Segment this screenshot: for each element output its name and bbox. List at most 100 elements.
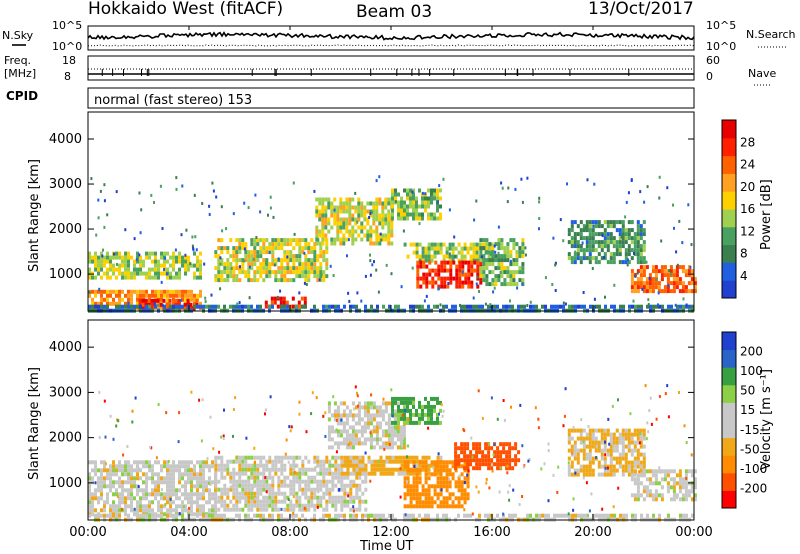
velocity-cell	[262, 471, 266, 476]
velocity-cell	[406, 460, 410, 465]
power-cell	[103, 183, 106, 187]
velocity-cell	[139, 513, 142, 518]
velocity-cell	[346, 483, 350, 488]
velocity-cell	[502, 442, 506, 447]
velocity-cell	[343, 475, 347, 480]
power-cell	[342, 233, 346, 238]
velocity-cell	[208, 481, 210, 485]
power-cell	[280, 274, 284, 279]
velocity-cell	[579, 468, 583, 473]
power-cell	[439, 242, 443, 247]
velocity-cell	[672, 485, 676, 490]
power-cell	[597, 220, 601, 225]
velocity-cell	[424, 500, 428, 505]
velocity-cell	[394, 467, 398, 472]
velocity-cell	[193, 472, 196, 477]
power-cell	[106, 259, 109, 264]
velocity-cell	[366, 421, 370, 426]
power-cell	[175, 293, 178, 298]
velocity-cell	[184, 468, 187, 473]
power-cell	[151, 267, 154, 272]
velocity-cell	[226, 487, 230, 492]
velocity-cell	[157, 476, 160, 481]
ytick-label: 4000	[49, 132, 82, 147]
power-cell	[636, 289, 640, 294]
power-cell	[666, 289, 670, 294]
velocity-cell	[640, 513, 643, 518]
velocity-cell	[235, 479, 239, 484]
power-cell	[259, 270, 263, 275]
velocity-cell	[289, 455, 293, 460]
velocity-cell	[259, 507, 263, 512]
power-cell	[518, 266, 522, 271]
velocity-cell	[322, 479, 326, 484]
power-cell	[124, 304, 127, 309]
velocity-cell	[241, 471, 245, 476]
velocity-cell	[88, 508, 91, 513]
velocity-cell	[645, 493, 649, 498]
velocity-cell	[169, 480, 172, 485]
power-cell	[157, 305, 160, 310]
power-cell	[283, 304, 286, 309]
velocity-cell	[406, 492, 410, 497]
power-cell	[349, 304, 352, 309]
velocity-cell	[369, 401, 373, 406]
velocity-cell	[298, 455, 302, 460]
power-cell	[576, 232, 580, 237]
power-cell	[415, 212, 418, 217]
power-cell	[375, 233, 379, 238]
velocity-cell	[379, 455, 383, 460]
velocity-cell	[469, 454, 473, 459]
power-cell	[142, 259, 145, 264]
power-cell	[375, 225, 379, 230]
power-cell	[106, 213, 109, 217]
velocity-cell	[289, 429, 292, 433]
power-cell	[217, 258, 221, 263]
velocity-cell	[391, 467, 395, 472]
velocity-cell	[292, 487, 296, 492]
velocity-cell	[241, 495, 245, 500]
velocity-cell	[307, 495, 311, 500]
power-cell	[277, 238, 281, 243]
power-cell	[604, 295, 606, 299]
power-cell	[347, 238, 350, 242]
velocity-cell	[678, 391, 680, 394]
power-cell	[588, 244, 592, 249]
velocity-cell	[514, 513, 517, 518]
velocity-cell	[466, 492, 470, 497]
power-cell	[139, 263, 142, 268]
velocity-cell	[175, 496, 178, 501]
velocity-cell	[220, 471, 224, 476]
velocity-cell	[139, 488, 142, 493]
power-cell	[151, 251, 154, 256]
power-cell	[175, 289, 178, 294]
power-cell	[301, 246, 305, 251]
power-cell	[544, 304, 547, 309]
velocity-cell	[100, 496, 103, 501]
power-cell	[286, 255, 289, 259]
velocity-cell	[351, 445, 355, 450]
power-cell	[94, 255, 97, 260]
velocity-cell	[430, 416, 433, 421]
power-cell	[384, 233, 388, 238]
nsearch-trace	[87, 44, 695, 47]
power-cell	[633, 289, 637, 294]
velocity-cell	[88, 480, 91, 485]
power-cell	[177, 298, 181, 303]
velocity-cell	[630, 436, 634, 441]
velocity-cell	[627, 428, 631, 433]
power-cell	[319, 278, 323, 283]
power-cell	[475, 250, 479, 255]
velocity-cell	[112, 468, 115, 473]
power-cell	[325, 274, 329, 279]
velocity-cell	[349, 495, 353, 500]
velocity-cell	[133, 512, 136, 517]
velocity-cell	[331, 503, 335, 508]
power-cell	[593, 182, 596, 186]
velocity-cell	[460, 504, 464, 509]
velocity-cell	[397, 420, 400, 425]
power-cell	[412, 208, 415, 213]
velocity-cell	[361, 467, 365, 472]
nsky-tick-bottom: 10^0	[52, 40, 82, 53]
power-cell	[588, 252, 592, 257]
